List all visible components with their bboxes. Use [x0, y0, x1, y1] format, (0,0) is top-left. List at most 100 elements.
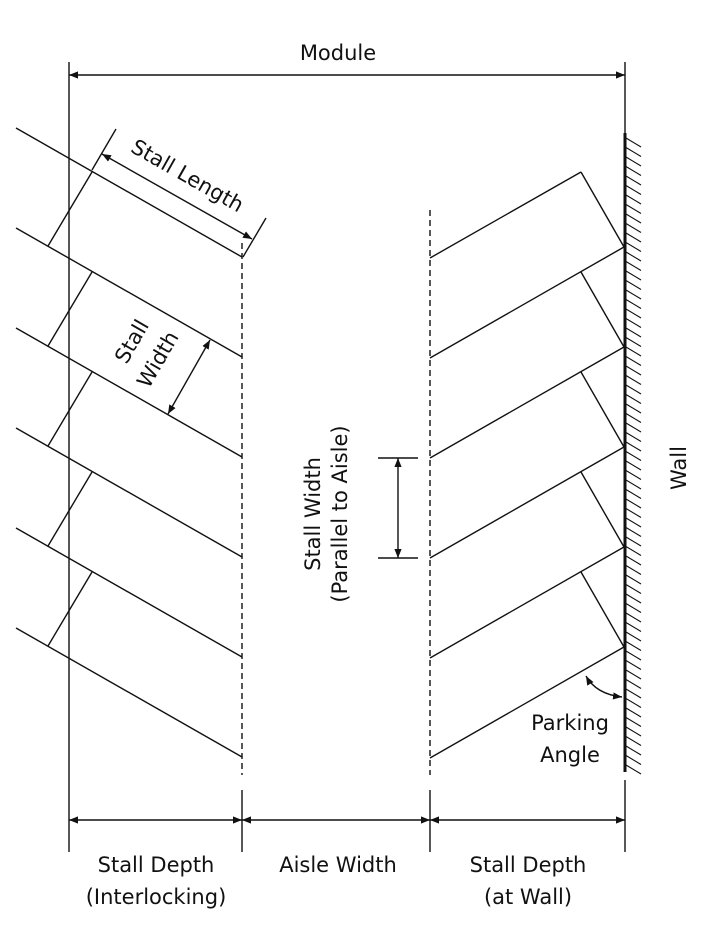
wall-hatch-mark — [625, 318, 642, 328]
wall-hatch-mark — [625, 403, 642, 414]
stall-depth-wall-label-1: Stall Depth — [470, 853, 587, 877]
wall-hatch-mark — [625, 593, 642, 604]
wall-hatch-mark — [625, 650, 642, 661]
wall-hatch-mark — [625, 156, 642, 167]
wall-hatch-mark — [625, 204, 642, 214]
wall-hatch-mark — [625, 280, 642, 290]
wall-hatch-mark — [625, 356, 642, 366]
wall-hatch-mark — [625, 175, 642, 186]
right-stall-line — [429, 646, 625, 759]
wall-hatch-mark — [625, 470, 642, 480]
wall-hatch-mark — [625, 565, 642, 575]
wall-hatch-mark — [625, 270, 642, 281]
left-stall-end-line — [47, 171, 93, 247]
wall-hatch-mark — [625, 726, 642, 737]
wall-hatch-mark — [625, 498, 642, 509]
wall-hatch-mark — [625, 736, 642, 746]
wall-hatch-mark — [625, 422, 642, 433]
right-stall-end-line — [580, 571, 625, 648]
wall-label: Wall — [667, 446, 691, 490]
wall-hatch-mark — [625, 669, 642, 680]
wall-hatch-mark — [625, 603, 642, 613]
left-stall-line — [15, 127, 243, 258]
right-stall-end-line — [580, 271, 625, 348]
right-stall-line — [429, 446, 625, 559]
stall-length-label: Stall Length — [127, 135, 248, 218]
parking-angle-label-2: Angle — [540, 743, 600, 767]
wall-hatch-mark — [625, 441, 642, 452]
wall-hatch-mark — [625, 137, 642, 148]
wall-hatch-mark — [625, 308, 642, 319]
wall-hatch-mark — [625, 375, 642, 385]
wall-hatch-mark — [625, 755, 642, 765]
wall-hatch-mark — [625, 394, 642, 404]
parallel-width-label-1: Stall Width — [301, 457, 325, 571]
stall-length-extension-1 — [91, 128, 117, 171]
wall-hatch-mark — [625, 451, 642, 461]
left-stall-line — [15, 227, 243, 358]
wall-hatch-mark — [625, 536, 642, 547]
wall-hatch-mark — [625, 612, 642, 623]
wall-hatch-mark — [625, 574, 642, 585]
wall-hatch-mark — [625, 584, 642, 594]
wall-hatch-mark — [625, 251, 642, 262]
wall-hatch-mark — [625, 327, 642, 338]
wall-hatch-mark — [625, 223, 642, 233]
wall-hatch-mark — [625, 764, 642, 775]
wall-hatch-mark — [625, 688, 642, 699]
wall-hatch-mark — [625, 346, 642, 357]
wall-hatch-mark — [625, 707, 642, 718]
wall-hatch-mark — [625, 622, 642, 632]
wall-hatch-mark — [625, 527, 642, 537]
wall-hatch-mark — [625, 194, 642, 205]
right-stall-end-line — [580, 171, 625, 248]
wall-hatch-mark — [625, 261, 642, 271]
wall-hatch-mark — [625, 555, 642, 566]
wall-hatch-mark — [625, 479, 642, 490]
wall-hatch-mark — [625, 337, 642, 347]
wall-hatch-mark — [625, 489, 642, 499]
wall-hatch-mark — [625, 660, 642, 670]
wall-hatch-mark — [625, 413, 642, 423]
wall-hatch-mark — [625, 641, 642, 651]
stall-depth-interlocking-label-2: (Interlocking) — [86, 885, 227, 909]
wall-hatch-mark — [625, 698, 642, 708]
stall-width-arrow — [167, 339, 211, 415]
right-stall-line — [429, 546, 625, 659]
right-stall-line — [429, 171, 582, 259]
left-stall-line — [15, 527, 243, 658]
aisle-width-label: Aisle Width — [279, 853, 397, 877]
left-stall-line — [15, 327, 243, 458]
wall-hatch-mark — [625, 299, 642, 309]
wall-hatch-mark — [625, 185, 642, 195]
wall-hatch-mark — [625, 517, 642, 528]
parallel-width-label-2: (Parallel to Aisle) — [328, 425, 352, 602]
left-stall-end-line — [47, 571, 93, 647]
wall-hatch-mark — [625, 384, 642, 395]
wall-hatch-mark — [625, 745, 642, 756]
parking-angle-arc — [585, 675, 623, 700]
wall-hatch-mark — [625, 365, 642, 376]
wall-hatch-mark — [625, 242, 642, 252]
right-stall-end-line — [580, 471, 625, 548]
stall-depth-wall-label-2: (at Wall) — [484, 885, 572, 909]
stall-length-arrow — [101, 153, 253, 240]
wall-hatch-mark — [625, 289, 642, 300]
wall-hatch-mark — [625, 232, 642, 243]
left-stall-end-line — [47, 271, 93, 347]
stall-length-extension-2 — [242, 217, 267, 258]
wall-hatch-mark — [625, 717, 642, 727]
wall-hatch-mark — [625, 546, 642, 556]
wall-hatch-mark — [625, 147, 642, 157]
left-stall-line — [15, 627, 243, 758]
left-stall-line — [15, 427, 243, 558]
module-label: Module — [300, 41, 376, 65]
wall-hatch-mark — [625, 432, 642, 442]
right-stall-line — [429, 246, 625, 359]
wall-hatch-mark — [625, 166, 642, 176]
left-stall-end-line — [47, 471, 93, 547]
right-stall-line — [429, 346, 625, 459]
parking-angle-label-1: Parking — [531, 711, 609, 735]
left-stall-end-line — [47, 371, 93, 447]
